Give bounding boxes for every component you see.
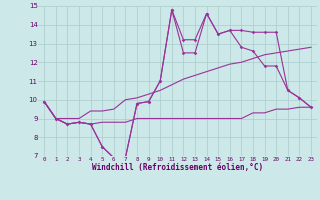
X-axis label: Windchill (Refroidissement éolien,°C): Windchill (Refroidissement éolien,°C): [92, 163, 263, 172]
